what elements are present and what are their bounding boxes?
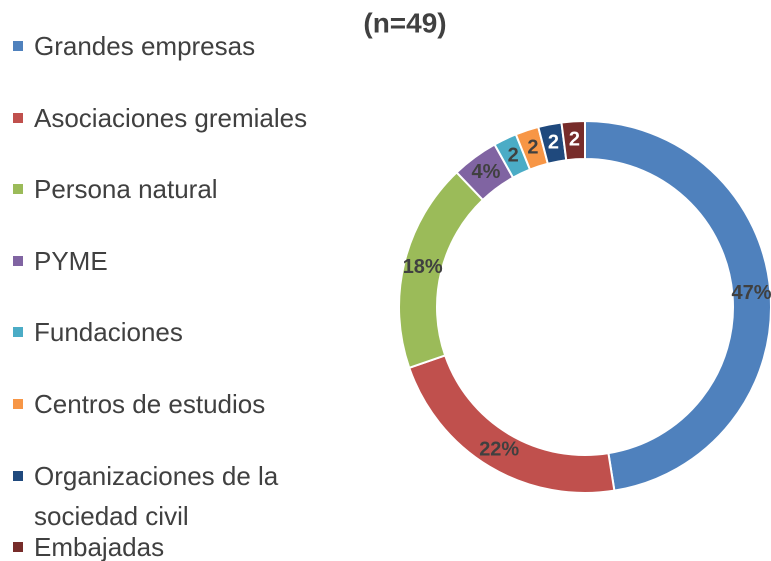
legend-label: Embajadas — [34, 532, 165, 561]
legend-label: Persona natural — [34, 174, 218, 205]
data-label: 22% — [479, 439, 519, 461]
data-label: 47% — [731, 282, 771, 304]
legend-label: PYME — [34, 245, 108, 276]
legend-swatch — [13, 470, 23, 481]
data-label: 4% — [472, 161, 501, 183]
donut-segment — [584, 119, 771, 492]
donut-segment — [560, 119, 586, 162]
legend-label: Organizaciones de la sociedad civil — [34, 460, 279, 531]
data-label: 2 — [548, 131, 559, 153]
legend-swatch — [13, 41, 23, 51]
data-label: 2 — [569, 129, 580, 151]
legend-swatch — [13, 255, 23, 266]
donut-segment — [407, 354, 616, 494]
legend-label: Centros de estudios — [34, 389, 266, 419]
legend-swatch — [13, 112, 23, 123]
legend-label: Grandes empresas — [34, 31, 256, 61]
legend-label: Asociaciones gremiales — [34, 102, 308, 133]
legend-swatch — [13, 399, 23, 409]
legend-label: Fundaciones — [34, 317, 183, 348]
legend-swatch — [13, 542, 23, 553]
legend-swatch — [13, 327, 23, 338]
data-label: 18% — [403, 256, 443, 278]
data-label: 2 — [508, 144, 519, 166]
chart-title: (n=49) — [363, 7, 446, 38]
legend-swatch — [13, 184, 23, 195]
data-label: 2 — [527, 137, 538, 159]
